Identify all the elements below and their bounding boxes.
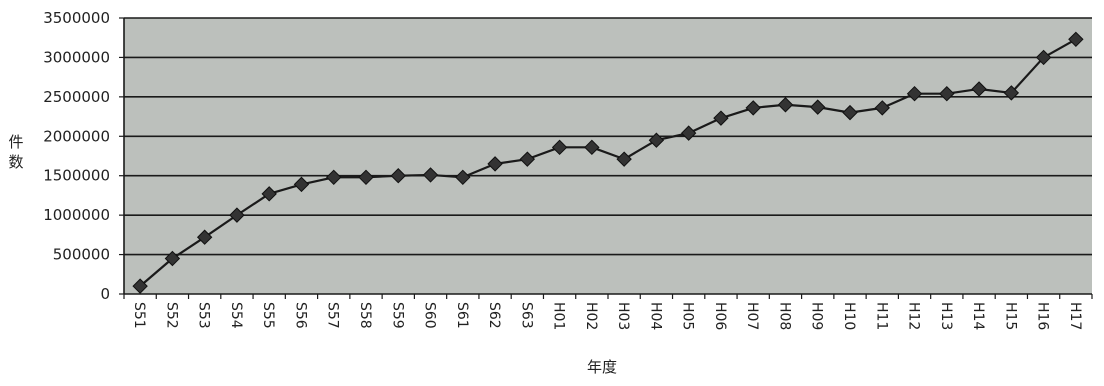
x-tick-label: H03 xyxy=(615,302,631,330)
y-tick-label: 1000000 xyxy=(43,206,110,224)
data-point-marker xyxy=(519,151,536,167)
x-tick-label: S57 xyxy=(325,302,341,329)
x-tick-label: H13 xyxy=(938,302,954,330)
data-point-marker xyxy=(906,85,923,102)
x-tick-label: S58 xyxy=(357,302,373,329)
data-point-marker xyxy=(293,176,310,193)
y-tick-label: 3000000 xyxy=(43,48,110,66)
x-tick-labels: S51 S52 S53 S54 S55 S56 S57 S58 S59 S60 S61 S62 S63 H… xyxy=(131,302,1083,330)
gridlines xyxy=(124,17,1092,256)
x-tick-label: S62 xyxy=(486,302,502,329)
x-tick-label: S52 xyxy=(163,302,179,329)
x-tick-label: S61 xyxy=(454,302,470,329)
data-point-marker xyxy=(132,278,148,294)
x-tick-label: H01 xyxy=(551,302,567,330)
data-point-marker xyxy=(487,156,503,172)
data-point-marker xyxy=(358,169,374,185)
data-point-marker xyxy=(422,167,439,183)
x-tick-label: H09 xyxy=(809,302,825,330)
x-tick-label: S59 xyxy=(389,302,405,329)
x-tick-label: H10 xyxy=(841,302,857,330)
data-point-marker xyxy=(1035,49,1052,66)
y-tick-label: 3500000 xyxy=(43,9,110,27)
data-point-marker xyxy=(1003,85,1020,101)
data-point-marker xyxy=(551,139,568,156)
x-tick-label: H12 xyxy=(906,302,922,330)
x-tick-label: H05 xyxy=(680,302,696,330)
x-tick-label: H17 xyxy=(1067,302,1083,330)
x-tick-label: S56 xyxy=(292,302,308,329)
x-tick-label: H11 xyxy=(873,302,889,330)
data-point-marker xyxy=(584,139,600,156)
y-tick-labels: 3500000 3000000 2500000 2000000 1500000 10000… xyxy=(43,9,110,303)
axes xyxy=(119,17,1093,299)
data-point-marker xyxy=(680,125,697,141)
data-point-marker xyxy=(261,186,277,202)
data-point-marker xyxy=(326,169,342,185)
x-tick-label: H02 xyxy=(583,302,599,330)
data-point-marker xyxy=(939,85,955,102)
data-point-marker xyxy=(390,168,406,184)
data-point-marker xyxy=(648,132,665,148)
x-axis-label: 年度 xyxy=(587,358,617,376)
data-point-marker xyxy=(616,151,632,167)
x-tick-label: H06 xyxy=(712,302,728,330)
data-point-marker xyxy=(971,81,987,97)
x-tick-label: H07 xyxy=(744,302,760,330)
y-tick-label: 2000000 xyxy=(43,127,110,145)
data-point-marker xyxy=(810,99,826,115)
data-point-marker xyxy=(842,104,858,121)
x-tick-label: S55 xyxy=(260,302,276,329)
data-markers xyxy=(132,31,1084,294)
x-tick-label: S54 xyxy=(228,302,244,329)
data-point-marker xyxy=(777,97,794,113)
data-point-marker xyxy=(874,100,890,116)
data-point-marker xyxy=(1068,31,1084,47)
x-tick-label: H04 xyxy=(647,302,663,330)
x-tick-label: H08 xyxy=(776,302,792,330)
plot-area xyxy=(124,18,1092,294)
y-axis-label: 件数 xyxy=(8,133,23,171)
y-tick-label: 2500000 xyxy=(43,88,110,106)
y-tick-label: 1500000 xyxy=(43,167,110,185)
data-point-marker xyxy=(713,110,729,126)
data-point-marker xyxy=(164,250,181,267)
y-tick-label: 0 xyxy=(100,285,110,303)
x-tick-label: S60 xyxy=(422,302,438,329)
y-tick-label: 500000 xyxy=(53,246,110,264)
x-tick-label: S63 xyxy=(518,302,534,329)
x-tick-label: S51 xyxy=(131,302,147,329)
x-tick-label: H14 xyxy=(970,302,986,330)
data-point-marker xyxy=(745,100,761,116)
data-point-marker xyxy=(455,169,471,185)
x-tick-label: S53 xyxy=(196,302,212,329)
x-tick-label: H16 xyxy=(1035,302,1051,330)
x-tick-label: H15 xyxy=(1002,302,1018,330)
data-point-marker xyxy=(196,229,213,245)
data-point-marker xyxy=(229,207,245,223)
